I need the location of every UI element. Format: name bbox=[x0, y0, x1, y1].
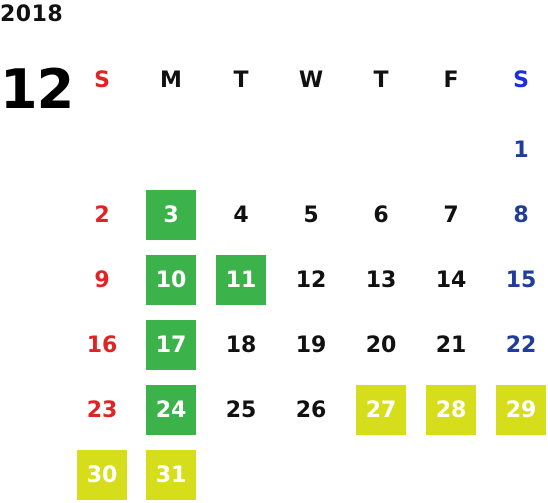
day-cell-8[interactable]: 8 bbox=[513, 202, 529, 228]
day-cell-14[interactable]: 14 bbox=[435, 267, 467, 293]
day-cell-7[interactable]: 7 bbox=[443, 202, 459, 228]
day-cell-3[interactable]: 3 bbox=[146, 190, 196, 240]
day-cell-12[interactable]: 12 bbox=[295, 267, 327, 293]
day-cell-2[interactable]: 2 bbox=[94, 202, 110, 228]
weekday-label: T bbox=[373, 68, 389, 93]
day-cell-17[interactable]: 17 bbox=[146, 320, 196, 370]
day-cell-21[interactable]: 21 bbox=[435, 332, 467, 358]
day-cell-19[interactable]: 19 bbox=[295, 332, 327, 358]
month-label: 12 bbox=[0, 58, 74, 121]
day-cell-26[interactable]: 26 bbox=[295, 397, 327, 423]
day-cell-24[interactable]: 24 bbox=[146, 385, 196, 435]
weekday-label: W bbox=[298, 68, 324, 93]
day-cell-22[interactable]: 22 bbox=[505, 332, 537, 358]
weekday-label: M bbox=[160, 68, 182, 93]
day-cell-31[interactable]: 31 bbox=[146, 450, 196, 500]
day-cell-9[interactable]: 9 bbox=[94, 267, 110, 293]
day-cell-10[interactable]: 10 bbox=[146, 255, 196, 305]
weekday-label: S bbox=[513, 68, 529, 93]
day-cell-5[interactable]: 5 bbox=[303, 202, 319, 228]
day-cell-6[interactable]: 6 bbox=[373, 202, 389, 228]
day-cell-4[interactable]: 4 bbox=[233, 202, 249, 228]
day-cell-15[interactable]: 15 bbox=[505, 267, 537, 293]
day-cell-1[interactable]: 1 bbox=[513, 137, 529, 163]
weekday-label: T bbox=[233, 68, 249, 93]
day-cell-11[interactable]: 11 bbox=[216, 255, 266, 305]
weekday-label: S bbox=[94, 68, 110, 93]
day-cell-30[interactable]: 30 bbox=[77, 450, 127, 500]
weekday-label: F bbox=[443, 68, 459, 93]
day-cell-29[interactable]: 29 bbox=[496, 385, 546, 435]
day-cell-23[interactable]: 23 bbox=[86, 397, 118, 423]
year-label: 2018 bbox=[0, 2, 64, 27]
day-cell-16[interactable]: 16 bbox=[86, 332, 118, 358]
day-cell-20[interactable]: 20 bbox=[365, 332, 397, 358]
day-cell-13[interactable]: 13 bbox=[365, 267, 397, 293]
day-cell-18[interactable]: 18 bbox=[225, 332, 257, 358]
day-cell-25[interactable]: 25 bbox=[225, 397, 257, 423]
day-cell-27[interactable]: 27 bbox=[356, 385, 406, 435]
day-cell-28[interactable]: 28 bbox=[426, 385, 476, 435]
